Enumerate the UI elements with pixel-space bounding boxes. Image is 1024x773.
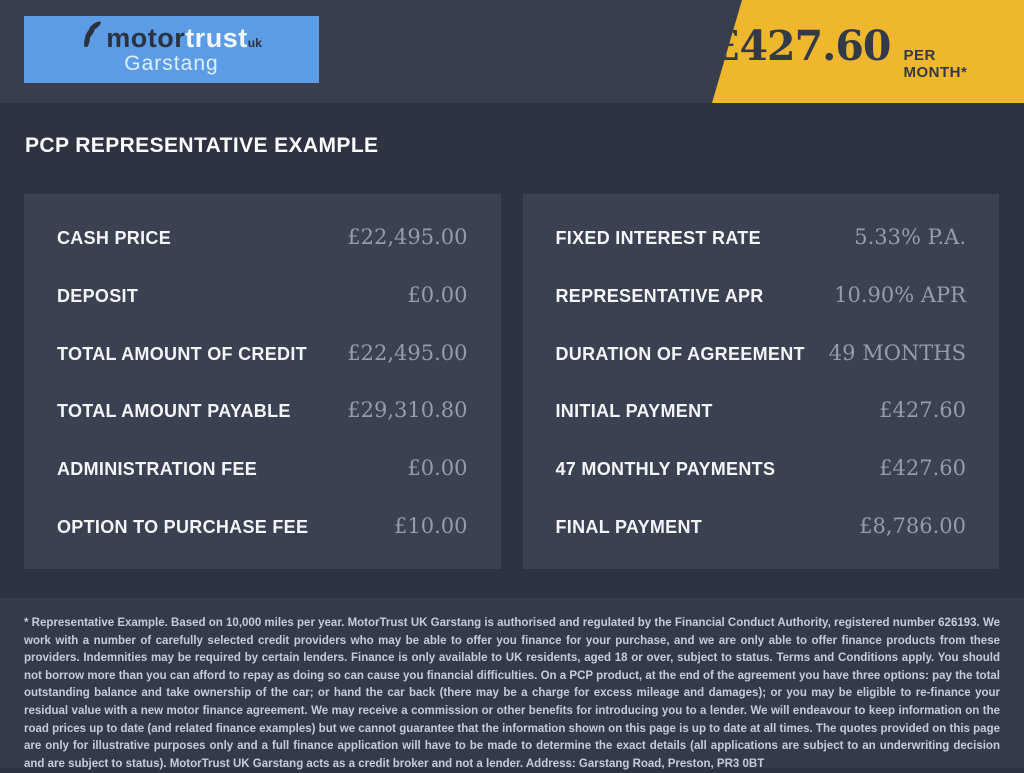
- finance-row-label: TOTAL AMOUNT OF CREDIT: [57, 343, 307, 364]
- finance-row-duration: DURATION OF AGREEMENT 49 MONTHS: [556, 341, 967, 365]
- logo-location: Garstang: [124, 52, 219, 75]
- leaf-icon: [81, 21, 103, 52]
- finance-row-label: TOTAL AMOUNT PAYABLE: [57, 401, 291, 422]
- motortrust-logo: motor trust uk Garstang: [24, 16, 319, 83]
- monthly-price-content: £427.60 PER MONTH*: [712, 22, 990, 81]
- finance-row-total-credit: TOTAL AMOUNT OF CREDIT £22,495.00: [57, 341, 468, 365]
- finance-example-section: PCP REPRESENTATIVE EXAMPLE CASH PRICE £2…: [0, 103, 1024, 598]
- finance-row-label: REPRESENTATIVE APR: [555, 285, 764, 306]
- finance-row-value: £427.60: [879, 398, 966, 423]
- finance-row-total-payable: TOTAL AMOUNT PAYABLE £29,310.80: [57, 398, 468, 422]
- finance-row-label: 47 MONTHLY PAYMENTS: [555, 459, 776, 480]
- monthly-price-amount: £427.60: [712, 22, 891, 70]
- monthly-price-period: PER MONTH*: [903, 47, 968, 81]
- disclaimer-text: * Representative Example. Based on 10,00…: [24, 617, 1000, 770]
- finance-row-label: ADMINISTRATION FEE: [57, 459, 258, 480]
- finance-row-value: £22,495.00: [347, 340, 468, 365]
- finance-row-value: £22,495.00: [347, 224, 468, 249]
- logo-brand-line: motor trust uk: [81, 21, 262, 54]
- finance-row-deposit: DEPOSIT £0.00: [57, 283, 468, 307]
- finance-row-label: INITIAL PAYMENT: [555, 401, 713, 422]
- finance-row-interest-rate: FIXED INTEREST RATE 5.33% P.A.: [556, 225, 967, 249]
- logo-text-uk: uk: [247, 36, 262, 50]
- finance-row-value: £0.00: [407, 282, 468, 307]
- page-title: PCP REPRESENTATIVE EXAMPLE: [25, 134, 379, 157]
- finance-row-value: £29,310.80: [347, 398, 468, 423]
- finance-row-value: 5.33% P.A.: [854, 224, 966, 249]
- finance-row-initial-payment: INITIAL PAYMENT £427.60: [556, 398, 967, 422]
- finance-row-value: 10.90% APR: [834, 282, 966, 307]
- monthly-price-banner: £427.60 PER MONTH*: [712, 0, 1024, 103]
- finance-row-apr: REPRESENTATIVE APR 10.90% APR: [556, 283, 967, 307]
- finance-row-label: FINAL PAYMENT: [555, 517, 703, 538]
- finance-row-final-payment: FINAL PAYMENT £8,786.00: [556, 514, 967, 538]
- finance-row-value: 49 MONTHS: [828, 340, 966, 365]
- finance-row-admin-fee: ADMINISTRATION FEE £0.00: [57, 456, 468, 480]
- finance-row-label: DURATION OF AGREEMENT: [555, 343, 805, 364]
- finance-row-label: OPTION TO PURCHASE FEE: [57, 517, 309, 538]
- finance-panel-left: CASH PRICE £22,495.00 DEPOSIT £0.00 TOTA…: [24, 194, 501, 569]
- finance-panels: CASH PRICE £22,495.00 DEPOSIT £0.00 TOTA…: [24, 194, 999, 569]
- finance-row-label: CASH PRICE: [57, 227, 172, 248]
- logo-text-motor: motor: [106, 23, 186, 53]
- logo-text-trust: trust: [185, 23, 248, 53]
- page-header: motor trust uk Garstang £427.60 PER MONT…: [0, 0, 1024, 103]
- finance-row-value: £0.00: [407, 456, 468, 481]
- finance-panel-right: FIXED INTEREST RATE 5.33% P.A. REPRESENT…: [522, 194, 999, 569]
- finance-row-value: £427.60: [879, 456, 966, 481]
- finance-row-monthly-payments: 47 MONTHLY PAYMENTS £427.60: [556, 456, 967, 480]
- finance-row-cash-price: CASH PRICE £22,495.00: [57, 225, 468, 249]
- finance-row-value: £10.00: [394, 514, 468, 539]
- finance-row-purchase-fee: OPTION TO PURCHASE FEE £10.00: [57, 514, 468, 538]
- disclaimer-footer: * Representative Example. Based on 10,00…: [0, 598, 1024, 770]
- finance-row-label: FIXED INTEREST RATE: [555, 227, 761, 248]
- finance-row-value: £8,786.00: [859, 514, 966, 539]
- finance-row-label: DEPOSIT: [57, 285, 139, 306]
